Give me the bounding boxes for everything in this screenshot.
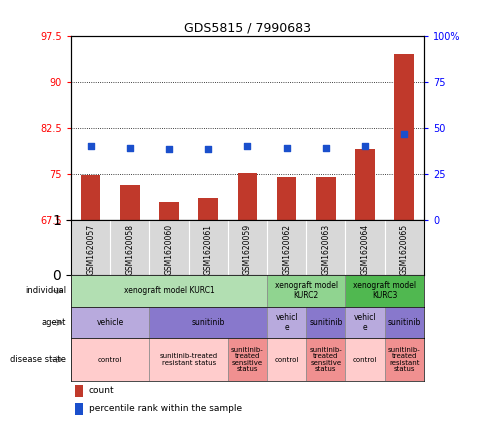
Title: GDS5815 / 7990683: GDS5815 / 7990683 (184, 22, 311, 35)
Bar (228, 338, 267, 381)
Bar (385, 307, 424, 338)
Bar (267, 307, 306, 338)
Bar (267, 275, 345, 307)
Point (322, 145, 330, 151)
Text: GSM1620062: GSM1620062 (282, 224, 291, 275)
Bar (306, 338, 345, 381)
Bar (71, 275, 267, 307)
Point (204, 146, 212, 153)
Bar (159, 202, 179, 220)
Bar (345, 307, 385, 338)
Text: count: count (89, 386, 114, 395)
Text: sunitinib: sunitinib (192, 318, 225, 327)
Text: control: control (353, 357, 377, 363)
Text: control: control (98, 357, 122, 363)
Point (283, 145, 291, 151)
Text: GSM1620058: GSM1620058 (125, 224, 134, 275)
Text: vehicle: vehicle (97, 318, 124, 327)
Bar (149, 338, 228, 381)
Text: GSM1620065: GSM1620065 (400, 224, 409, 275)
Text: xenograft model
KURC3: xenograft model KURC3 (353, 281, 416, 300)
Text: disease state: disease state (10, 355, 66, 364)
Text: control: control (274, 357, 299, 363)
Point (87, 143, 95, 150)
Text: GSM1620063: GSM1620063 (321, 224, 330, 275)
Text: GSM1620061: GSM1620061 (204, 224, 213, 275)
Bar (267, 338, 306, 381)
Text: GSM1620059: GSM1620059 (243, 224, 252, 275)
Bar (345, 338, 385, 381)
Bar (385, 338, 424, 381)
Bar (81, 175, 100, 220)
Bar (277, 177, 296, 220)
Bar (316, 177, 336, 220)
Point (361, 143, 369, 150)
Point (244, 143, 251, 150)
Text: xenograft model KURC1: xenograft model KURC1 (123, 286, 215, 295)
Point (165, 146, 173, 153)
Point (126, 145, 134, 151)
Text: vehicl
e: vehicl e (354, 313, 376, 332)
Bar (198, 198, 218, 220)
Bar (74, 403, 83, 415)
Text: sunitinib-treated
resistant status: sunitinib-treated resistant status (160, 353, 218, 366)
Bar (71, 338, 149, 381)
Text: sunitinib-
treated
sensitive
status: sunitinib- treated sensitive status (231, 347, 264, 372)
Bar (394, 55, 414, 220)
Text: GSM1620060: GSM1620060 (165, 224, 173, 275)
Text: GSM1620057: GSM1620057 (86, 224, 95, 275)
Text: xenograft model
KURC2: xenograft model KURC2 (275, 281, 338, 300)
Bar (71, 307, 149, 338)
Text: sunitinib: sunitinib (388, 318, 421, 327)
Text: sunitinib-
treated
resistant
status: sunitinib- treated resistant status (388, 347, 420, 372)
Bar (306, 307, 345, 338)
Text: agent: agent (42, 318, 66, 327)
Text: percentile rank within the sample: percentile rank within the sample (89, 404, 242, 413)
Bar (120, 185, 140, 220)
Text: vehicl
e: vehicl e (275, 313, 298, 332)
Bar (345, 275, 424, 307)
Bar (74, 385, 83, 397)
Bar (238, 173, 257, 220)
Text: GSM1620064: GSM1620064 (361, 224, 369, 275)
Text: sunitinib: sunitinib (309, 318, 343, 327)
Bar (149, 307, 267, 338)
Bar (355, 149, 375, 220)
Text: individual: individual (25, 286, 66, 295)
Text: sunitinib-
treated
sensitive
status: sunitinib- treated sensitive status (310, 347, 342, 372)
Point (400, 131, 408, 137)
